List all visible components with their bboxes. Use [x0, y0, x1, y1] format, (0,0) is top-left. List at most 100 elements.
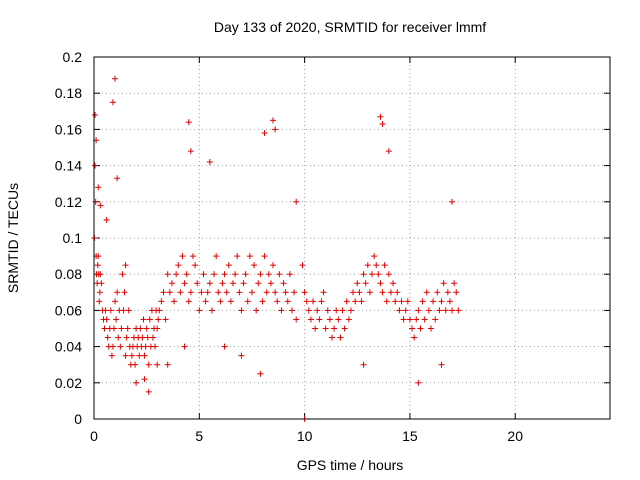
- data-point: [438, 298, 445, 305]
- data-point: [149, 334, 156, 341]
- data-point: [232, 271, 239, 278]
- y-tick-label: 0.12: [55, 194, 82, 210]
- data-point: [307, 316, 314, 323]
- y-tick-label: 0: [74, 411, 82, 427]
- data-point: [411, 334, 418, 341]
- data-point: [103, 216, 110, 223]
- data-point: [189, 253, 196, 260]
- data-point: [118, 325, 125, 332]
- data-point: [230, 280, 237, 287]
- data-point: [173, 271, 180, 278]
- grid: [94, 57, 610, 419]
- y-tick-label: 0.04: [55, 339, 82, 355]
- data-point: [259, 298, 266, 305]
- data-point: [154, 325, 161, 332]
- data-point: [274, 298, 281, 305]
- data-point: [121, 289, 128, 296]
- data-point: [402, 307, 409, 314]
- data-point: [398, 298, 405, 305]
- data-point: [244, 298, 251, 305]
- data-point: [375, 271, 382, 278]
- data-point: [234, 253, 241, 260]
- data-point: [221, 343, 228, 350]
- x-axis-label: GPS time / hours: [297, 457, 404, 473]
- data-point: [120, 307, 127, 314]
- data-point: [392, 298, 399, 305]
- y-axis-label: SRMTID / TECUs: [5, 183, 21, 293]
- data-point: [310, 298, 317, 305]
- data-point: [166, 289, 173, 296]
- data-point: [113, 316, 120, 323]
- data-point: [160, 289, 167, 296]
- data-point: [339, 307, 346, 314]
- data-point: [404, 298, 411, 305]
- data-point: [128, 352, 135, 359]
- data-point: [240, 280, 247, 287]
- data-point: [97, 202, 104, 209]
- data-point: [111, 325, 118, 332]
- data-point: [261, 253, 268, 260]
- data-point: [425, 307, 432, 314]
- data-point: [415, 379, 422, 386]
- data-point: [267, 280, 274, 287]
- data-point: [400, 316, 407, 323]
- chart-title: Day 133 of 2020, SRMTID for receiver lmm…: [214, 19, 486, 35]
- data-point: [221, 271, 228, 278]
- data-point: [154, 361, 161, 368]
- data-point: [326, 316, 333, 323]
- data-point: [379, 289, 386, 296]
- data-point: [282, 289, 289, 296]
- data-point: [248, 289, 255, 296]
- data-point: [101, 325, 108, 332]
- data-point: [107, 307, 114, 314]
- data-point: [440, 280, 447, 287]
- data-point: [103, 316, 110, 323]
- data-point: [140, 316, 147, 323]
- data-point: [98, 280, 105, 287]
- data-point: [371, 253, 378, 260]
- data-point: [383, 298, 390, 305]
- data-point: [272, 289, 279, 296]
- data-point: [335, 316, 342, 323]
- data-point: [219, 280, 226, 287]
- data-point: [301, 289, 308, 296]
- data-point: [192, 262, 199, 269]
- data-point: [223, 289, 230, 296]
- data-point: [354, 280, 361, 287]
- data-point: [284, 298, 291, 305]
- data-point: [97, 271, 104, 278]
- data-point: [145, 361, 152, 368]
- data-point: [141, 352, 148, 359]
- data-point: [270, 117, 277, 124]
- data-point: [394, 289, 401, 296]
- data-point: [102, 307, 109, 314]
- data-points: [91, 75, 462, 422]
- data-point: [185, 119, 192, 126]
- data-point: [144, 334, 151, 341]
- data-point: [432, 316, 439, 323]
- data-point: [390, 280, 397, 287]
- data-point: [352, 298, 359, 305]
- data-point: [322, 325, 329, 332]
- data-point: [360, 271, 367, 278]
- data-point: [379, 120, 386, 127]
- data-point: [132, 361, 139, 368]
- data-point: [430, 298, 437, 305]
- data-point: [206, 158, 213, 165]
- data-point: [381, 262, 388, 269]
- data-point: [423, 289, 430, 296]
- data-point: [152, 343, 159, 350]
- data-point: [358, 298, 365, 305]
- data-point: [442, 307, 449, 314]
- data-point: [421, 316, 428, 323]
- x-tick-label: 5: [195, 428, 203, 444]
- data-point: [117, 343, 124, 350]
- data-point: [164, 361, 171, 368]
- data-point: [360, 361, 367, 368]
- data-point: [356, 289, 363, 296]
- data-point: [112, 75, 119, 82]
- data-point: [122, 352, 129, 359]
- data-point: [385, 271, 392, 278]
- x-tick-label: 15: [402, 428, 418, 444]
- data-point: [109, 99, 116, 106]
